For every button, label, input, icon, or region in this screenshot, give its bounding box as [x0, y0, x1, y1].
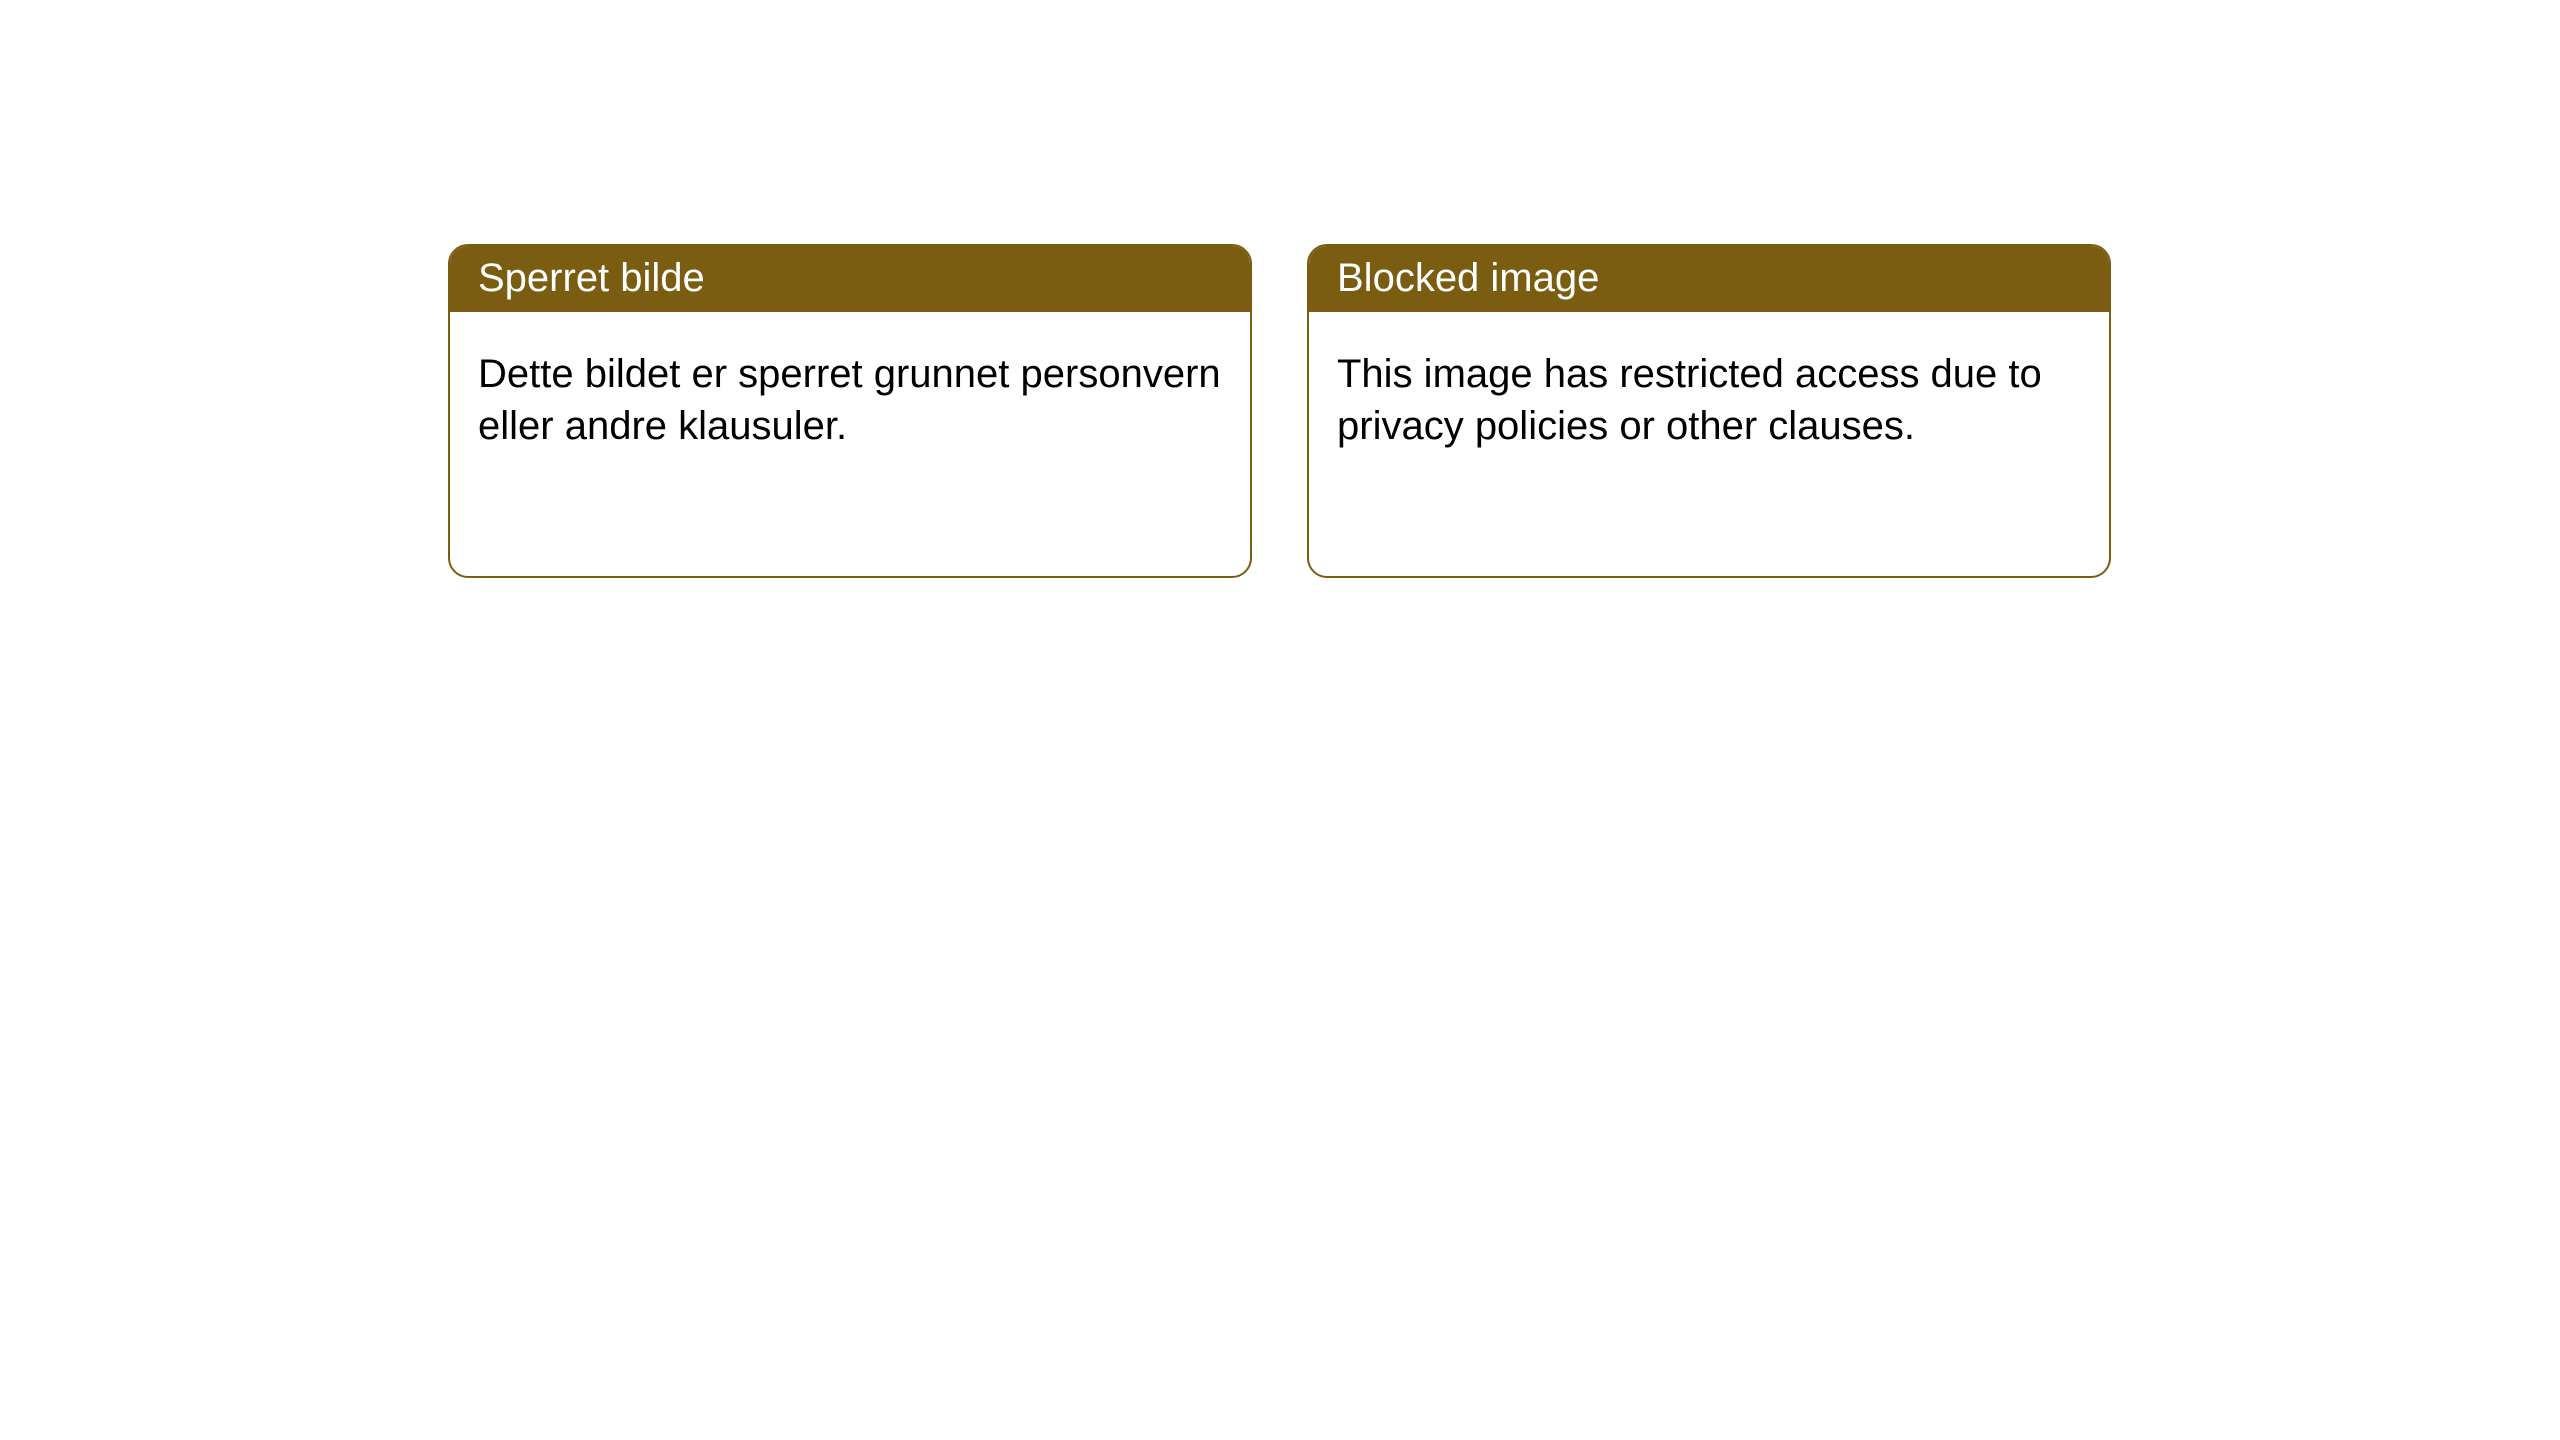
card-body-english: This image has restricted access due to …	[1309, 312, 2109, 480]
blocked-image-card-norwegian: Sperret bilde Dette bildet er sperret gr…	[448, 244, 1252, 578]
blocked-image-card-english: Blocked image This image has restricted …	[1307, 244, 2111, 578]
card-title-norwegian: Sperret bilde	[450, 246, 1250, 312]
notice-cards-container: Sperret bilde Dette bildet er sperret gr…	[0, 0, 2560, 578]
card-title-english: Blocked image	[1309, 246, 2109, 312]
card-body-norwegian: Dette bildet er sperret grunnet personve…	[450, 312, 1250, 480]
